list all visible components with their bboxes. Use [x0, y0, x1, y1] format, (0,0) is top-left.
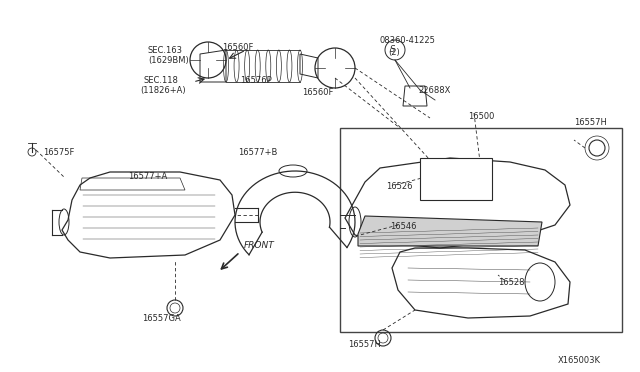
Text: (1629BM): (1629BM): [148, 56, 189, 65]
Text: 16528: 16528: [498, 278, 525, 287]
Polygon shape: [358, 216, 542, 246]
Text: 16560F: 16560F: [302, 88, 333, 97]
Bar: [420, 158, 492, 200]
Text: 16557H: 16557H: [348, 340, 381, 349]
Text: 16526: 16526: [386, 182, 413, 191]
Text: S: S: [390, 45, 396, 55]
Text: 16575F: 16575F: [43, 148, 74, 157]
Text: SEC.163: SEC.163: [148, 46, 183, 55]
Text: FRONT: FRONT: [244, 241, 275, 250]
Text: (2): (2): [388, 48, 400, 57]
Text: 16560F: 16560F: [222, 43, 253, 52]
Text: 16557H: 16557H: [574, 118, 607, 127]
Text: (11826+A): (11826+A): [140, 86, 186, 95]
Text: 16577+B: 16577+B: [238, 148, 277, 157]
Text: 16546: 16546: [390, 222, 417, 231]
Text: X165003K: X165003K: [558, 356, 601, 365]
Text: 16577+A: 16577+A: [128, 172, 167, 181]
Text: SEC.118: SEC.118: [143, 76, 178, 85]
Bar: [340, 128, 622, 332]
Text: 22688X: 22688X: [418, 86, 451, 95]
Text: 16500: 16500: [468, 112, 494, 121]
Text: 16557GA: 16557GA: [142, 314, 180, 323]
Text: 08360-41225: 08360-41225: [380, 36, 436, 45]
Text: 16576P: 16576P: [240, 76, 272, 85]
